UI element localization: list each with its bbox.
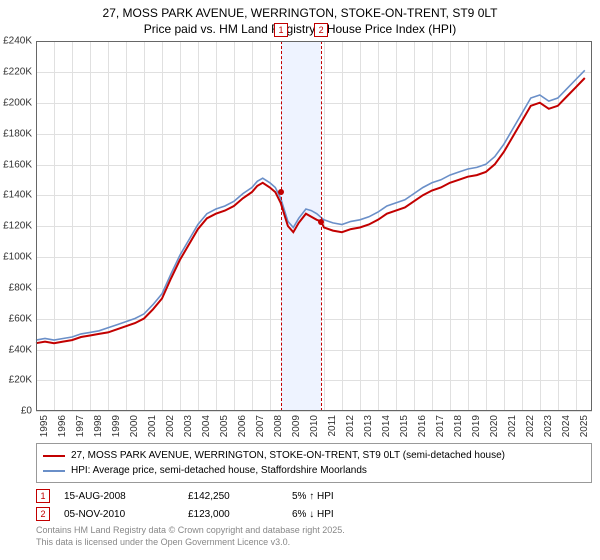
y-tick-label: £100K bbox=[3, 252, 32, 263]
x-tick-label: 2006 bbox=[237, 415, 248, 437]
y-tick-label: £140K bbox=[3, 190, 32, 201]
x-tick-label: 2025 bbox=[579, 415, 590, 437]
footer: Contains HM Land Registry data © Crown c… bbox=[36, 525, 592, 548]
x-tick-label: 2001 bbox=[147, 415, 158, 437]
marker-dot bbox=[278, 189, 284, 195]
x-tick-label: 1999 bbox=[111, 415, 122, 437]
y-tick-label: £40K bbox=[9, 344, 32, 355]
sale-price: £142,250 bbox=[188, 491, 278, 502]
x-tick-label: 1995 bbox=[39, 415, 50, 437]
title-line2: Price paid vs. HM Land Registry's House … bbox=[8, 22, 592, 38]
sale-delta: 6% ↓ HPI bbox=[292, 509, 334, 520]
plot-area: 12 £0£20K£40K£60K£80K£100K£120K£140K£160… bbox=[36, 41, 592, 411]
x-tick-label: 2018 bbox=[453, 415, 464, 437]
x-tick-label: 2021 bbox=[507, 415, 518, 437]
sale-tag: 2 bbox=[36, 507, 50, 521]
legend: 27, MOSS PARK AVENUE, WERRINGTON, STOKE-… bbox=[36, 443, 592, 483]
x-tick-label: 2007 bbox=[255, 415, 266, 437]
x-tick-label: 1998 bbox=[93, 415, 104, 437]
x-tick-label: 2009 bbox=[291, 415, 302, 437]
chart-title: 27, MOSS PARK AVENUE, WERRINGTON, STOKE-… bbox=[8, 6, 592, 37]
y-tick-label: £240K bbox=[3, 36, 32, 47]
legend-swatch bbox=[43, 455, 65, 457]
x-tick-label: 2013 bbox=[363, 415, 374, 437]
chart-lines bbox=[36, 41, 592, 411]
x-tick-label: 2016 bbox=[417, 415, 428, 437]
x-tick-label: 2022 bbox=[525, 415, 536, 437]
footer-line1: Contains HM Land Registry data © Crown c… bbox=[36, 525, 592, 537]
sale-delta: 5% ↑ HPI bbox=[292, 491, 334, 502]
y-tick-label: £160K bbox=[3, 159, 32, 170]
x-tick-label: 2019 bbox=[471, 415, 482, 437]
x-tick-label: 2017 bbox=[435, 415, 446, 437]
chart-container: 27, MOSS PARK AVENUE, WERRINGTON, STOKE-… bbox=[0, 0, 600, 560]
x-tick-label: 2005 bbox=[219, 415, 230, 437]
x-tick-label: 2024 bbox=[561, 415, 572, 437]
y-tick-label: £0 bbox=[21, 406, 32, 417]
y-tick-label: £80K bbox=[9, 282, 32, 293]
legend-item: 27, MOSS PARK AVENUE, WERRINGTON, STOKE-… bbox=[43, 448, 585, 463]
marker-tag: 2 bbox=[314, 23, 328, 37]
y-tick-label: £20K bbox=[9, 375, 32, 386]
sale-rows: 1 15-AUG-2008 £142,250 5% ↑ HPI 2 05-NOV-2010… bbox=[36, 489, 592, 521]
x-tick-label: 2008 bbox=[273, 415, 284, 437]
series-line bbox=[36, 70, 585, 340]
x-tick-label: 1997 bbox=[75, 415, 86, 437]
y-tick-label: £60K bbox=[9, 313, 32, 324]
x-tick-label: 2023 bbox=[543, 415, 554, 437]
sale-date: 05-NOV-2010 bbox=[64, 509, 174, 520]
x-tick-label: 2002 bbox=[165, 415, 176, 437]
sale-row: 1 15-AUG-2008 £142,250 5% ↑ HPI bbox=[36, 489, 592, 503]
title-line1: 27, MOSS PARK AVENUE, WERRINGTON, STOKE-… bbox=[8, 6, 592, 22]
legend-label: HPI: Average price, semi-detached house,… bbox=[71, 463, 367, 478]
marker-tag: 1 bbox=[274, 23, 288, 37]
legend-item: HPI: Average price, semi-detached house,… bbox=[43, 463, 585, 478]
marker-line bbox=[281, 41, 282, 411]
y-tick-label: £220K bbox=[3, 67, 32, 78]
x-tick-label: 2020 bbox=[489, 415, 500, 437]
marker-dot bbox=[318, 219, 324, 225]
y-tick-label: £120K bbox=[3, 221, 32, 232]
legend-swatch bbox=[43, 470, 65, 472]
sale-price: £123,000 bbox=[188, 509, 278, 520]
gridline-h bbox=[36, 411, 592, 412]
x-tick-label: 2003 bbox=[183, 415, 194, 437]
x-tick-label: 2012 bbox=[345, 415, 356, 437]
sale-row: 2 05-NOV-2010 £123,000 6% ↓ HPI bbox=[36, 507, 592, 521]
sale-tag: 1 bbox=[36, 489, 50, 503]
footer-line2: This data is licensed under the Open Gov… bbox=[36, 537, 592, 549]
sale-date: 15-AUG-2008 bbox=[64, 491, 174, 502]
x-tick-label: 2010 bbox=[309, 415, 320, 437]
x-tick-label: 2004 bbox=[201, 415, 212, 437]
legend-label: 27, MOSS PARK AVENUE, WERRINGTON, STOKE-… bbox=[71, 448, 505, 463]
x-tick-label: 2014 bbox=[381, 415, 392, 437]
x-tick-label: 2011 bbox=[327, 415, 338, 437]
y-tick-label: £200K bbox=[3, 97, 32, 108]
marker-line bbox=[321, 41, 322, 411]
x-tick-label: 1996 bbox=[57, 415, 68, 437]
x-tick-label: 2000 bbox=[129, 415, 140, 437]
x-tick-label: 2015 bbox=[399, 415, 410, 437]
y-tick-label: £180K bbox=[3, 128, 32, 139]
